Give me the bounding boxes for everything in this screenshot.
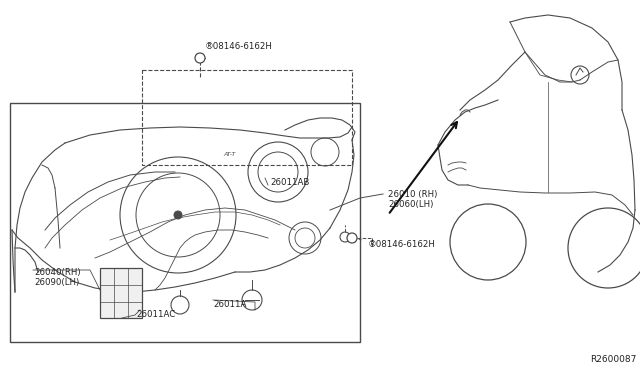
- Text: 26090(LH): 26090(LH): [34, 278, 79, 287]
- Text: ®08146-6162H: ®08146-6162H: [205, 42, 273, 51]
- Text: 26040(RH): 26040(RH): [34, 268, 81, 277]
- Text: ®08146-6162H: ®08146-6162H: [368, 240, 436, 249]
- Text: 26060(LH): 26060(LH): [388, 200, 433, 209]
- Text: 26010 (RH): 26010 (RH): [388, 190, 437, 199]
- Text: 26011AC: 26011AC: [136, 310, 175, 319]
- Text: R2600087: R2600087: [590, 355, 636, 364]
- Circle shape: [174, 211, 182, 219]
- Text: 26011A: 26011A: [213, 300, 246, 309]
- Bar: [142, 70, 352, 165]
- Text: 26011AB: 26011AB: [270, 178, 309, 187]
- Bar: [10, 103, 360, 342]
- Circle shape: [347, 233, 357, 243]
- Text: AT-T: AT-T: [224, 153, 236, 157]
- Bar: [100, 268, 142, 318]
- Circle shape: [195, 53, 205, 63]
